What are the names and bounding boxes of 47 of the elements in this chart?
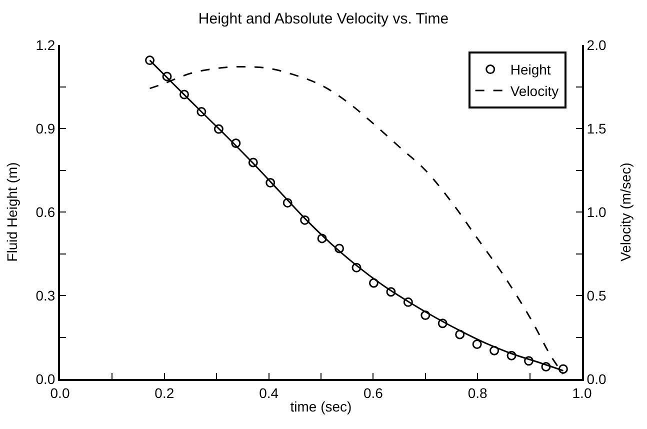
point: [455, 330, 465, 340]
point: [300, 215, 310, 225]
y2-tick-label: 2.0: [586, 36, 606, 53]
y-tick-label: 0.9: [36, 120, 56, 136]
y-axis-title: Fluid Height (m): [4, 162, 20, 262]
y2-axis-title: Velocity (m/sec): [617, 162, 634, 262]
point: [558, 364, 568, 374]
point: [231, 138, 241, 148]
point: [266, 178, 276, 188]
y-tick-label: 0.6: [36, 204, 56, 220]
point: [368, 278, 378, 288]
y-tick-label: 1.2: [36, 36, 56, 53]
y2-tick-label: 1.5: [586, 120, 606, 136]
point: [145, 56, 155, 66]
x-tick-label: 0.8: [468, 384, 488, 401]
y2-tick-label: 0.0: [586, 370, 606, 387]
point: [472, 339, 482, 349]
y-tick-label: 0.3: [36, 287, 56, 304]
chart-title: Height and Absolute Velocity vs. Time: [198, 10, 449, 28]
point: [248, 158, 258, 168]
x-tick-label: 0.2: [154, 384, 174, 401]
legend-label: Velocity: [510, 82, 559, 99]
point: [334, 244, 344, 254]
point: [438, 318, 448, 328]
x-tick-label: 1.0: [572, 384, 592, 401]
x-tick-label: 0.0: [50, 384, 70, 401]
point: [541, 362, 551, 372]
point: [196, 107, 206, 117]
point: [317, 234, 327, 244]
legend-label: Height: [510, 62, 551, 78]
point: [420, 310, 430, 320]
x-tick-label: 0.4: [259, 384, 279, 401]
point: [162, 72, 172, 82]
point: [179, 90, 189, 100]
x-tick-label: 0.6: [363, 384, 384, 401]
y2-tick-label: 1.0: [586, 204, 606, 220]
x-axis-title: time (sec): [290, 398, 352, 415]
point: [506, 350, 516, 360]
y2-tick-label: 0.5: [586, 287, 606, 304]
point: [490, 346, 500, 356]
y-tick-label: 0.0: [36, 370, 56, 387]
point: [386, 287, 396, 297]
point: [282, 198, 292, 208]
point: [403, 297, 413, 307]
point: [524, 356, 534, 366]
point: [352, 262, 362, 272]
point: [214, 124, 224, 134]
